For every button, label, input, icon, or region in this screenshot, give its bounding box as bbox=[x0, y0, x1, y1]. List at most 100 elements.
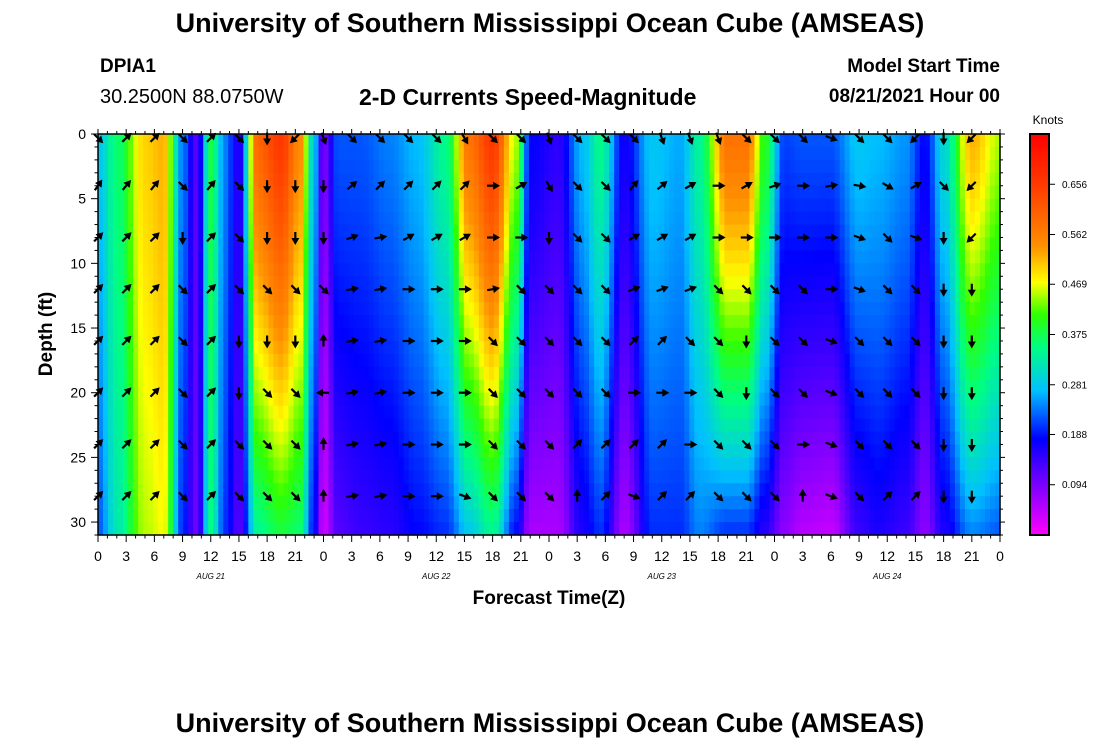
heat-cell bbox=[689, 431, 695, 446]
heat-cell bbox=[684, 134, 690, 148]
heat-cell bbox=[569, 198, 575, 213]
heat-cell bbox=[148, 405, 154, 420]
heat-cell bbox=[684, 276, 690, 290]
heat-cell bbox=[699, 263, 705, 277]
heat-cell bbox=[819, 353, 826, 368]
heat-cell bbox=[624, 198, 630, 213]
heat-cell bbox=[133, 431, 139, 446]
heat-cell bbox=[854, 483, 861, 497]
heat-cell bbox=[288, 496, 295, 510]
heat-cell bbox=[809, 250, 816, 264]
heat-cell bbox=[503, 289, 510, 303]
heat-cell bbox=[759, 134, 766, 148]
heat-cell bbox=[393, 496, 400, 510]
heat-cell bbox=[103, 418, 109, 433]
heat-cell bbox=[513, 198, 520, 213]
heat-cell bbox=[368, 431, 375, 446]
heat-cell bbox=[824, 444, 831, 458]
heat-cell bbox=[198, 172, 204, 187]
heat-cell bbox=[694, 159, 700, 174]
heat-cell bbox=[368, 405, 375, 420]
heat-cell bbox=[493, 276, 500, 290]
heat-cell bbox=[754, 431, 761, 446]
heat-cell bbox=[308, 172, 315, 187]
heat-cell bbox=[473, 328, 480, 342]
heat-cell bbox=[133, 172, 139, 187]
heat-cell bbox=[829, 353, 836, 368]
heat-cell bbox=[594, 302, 600, 316]
heat-cell bbox=[453, 353, 460, 368]
heat-cell bbox=[493, 328, 500, 342]
heat-cell bbox=[844, 353, 851, 368]
heat-cell bbox=[819, 509, 826, 523]
heat-cell bbox=[263, 289, 269, 303]
heat-cell bbox=[408, 224, 415, 239]
heat-cell bbox=[288, 353, 295, 368]
heat-cell bbox=[799, 237, 806, 252]
heat-cell bbox=[458, 276, 465, 290]
heat-cell bbox=[564, 483, 570, 497]
heat-cell bbox=[834, 522, 841, 536]
heat-cell bbox=[834, 224, 841, 239]
heat-cell bbox=[754, 470, 761, 484]
heat-cell bbox=[543, 353, 550, 368]
heat-cell bbox=[579, 470, 585, 484]
heat-cell bbox=[398, 134, 405, 148]
heat-cell bbox=[784, 353, 791, 368]
heat-cell bbox=[624, 185, 630, 200]
heat-cell bbox=[273, 496, 279, 510]
heat-cell bbox=[549, 159, 555, 174]
heat-cell bbox=[609, 340, 615, 355]
heat-cell bbox=[363, 418, 370, 433]
heat-cell bbox=[238, 496, 244, 510]
heat-cell bbox=[203, 457, 209, 471]
heat-cell bbox=[173, 405, 179, 420]
heat-cell bbox=[599, 431, 605, 446]
heat-cell bbox=[443, 328, 450, 342]
heat-cell bbox=[248, 483, 254, 497]
heat-cell bbox=[669, 379, 675, 394]
heat-cell bbox=[203, 431, 209, 446]
heat-cell bbox=[318, 366, 325, 381]
heat-cell bbox=[283, 315, 290, 329]
heat-cell bbox=[193, 302, 199, 316]
heat-cell bbox=[418, 340, 425, 355]
heat-cell bbox=[849, 146, 856, 161]
heat-cell bbox=[463, 289, 470, 303]
heat-cell bbox=[619, 470, 625, 484]
heat-cell bbox=[203, 146, 209, 161]
heat-cell bbox=[654, 509, 660, 523]
heat-cell bbox=[453, 483, 460, 497]
heat-cell bbox=[704, 366, 710, 381]
heat-cell bbox=[213, 211, 219, 226]
heat-cell bbox=[173, 483, 179, 497]
heat-cell bbox=[463, 237, 470, 252]
heat-cell bbox=[824, 509, 831, 523]
heat-cell bbox=[543, 444, 550, 458]
heat-cell bbox=[664, 146, 670, 161]
heat-cell bbox=[343, 289, 350, 303]
heat-cell bbox=[704, 250, 710, 264]
heat-cell bbox=[649, 470, 655, 484]
heat-cell bbox=[383, 431, 390, 446]
heat-cell bbox=[604, 237, 610, 252]
heat-cell bbox=[729, 302, 736, 316]
heat-cell bbox=[799, 457, 806, 471]
heat-cell bbox=[764, 328, 771, 342]
heat-cell bbox=[418, 431, 425, 446]
heat-cell bbox=[178, 172, 184, 187]
heat-cell bbox=[368, 340, 375, 355]
heat-cell bbox=[879, 289, 886, 303]
heat-cell bbox=[308, 159, 315, 174]
heat-cell bbox=[554, 431, 560, 446]
heat-cell bbox=[634, 289, 640, 303]
heat-cell bbox=[619, 431, 625, 446]
heat-cell bbox=[719, 457, 725, 471]
heat-cell bbox=[879, 134, 886, 148]
heat-cell bbox=[478, 276, 485, 290]
heat-cell bbox=[103, 172, 109, 187]
heat-cell bbox=[98, 379, 104, 394]
heat-cell bbox=[173, 315, 179, 329]
heat-cell bbox=[609, 237, 615, 252]
heat-cell bbox=[579, 211, 585, 226]
